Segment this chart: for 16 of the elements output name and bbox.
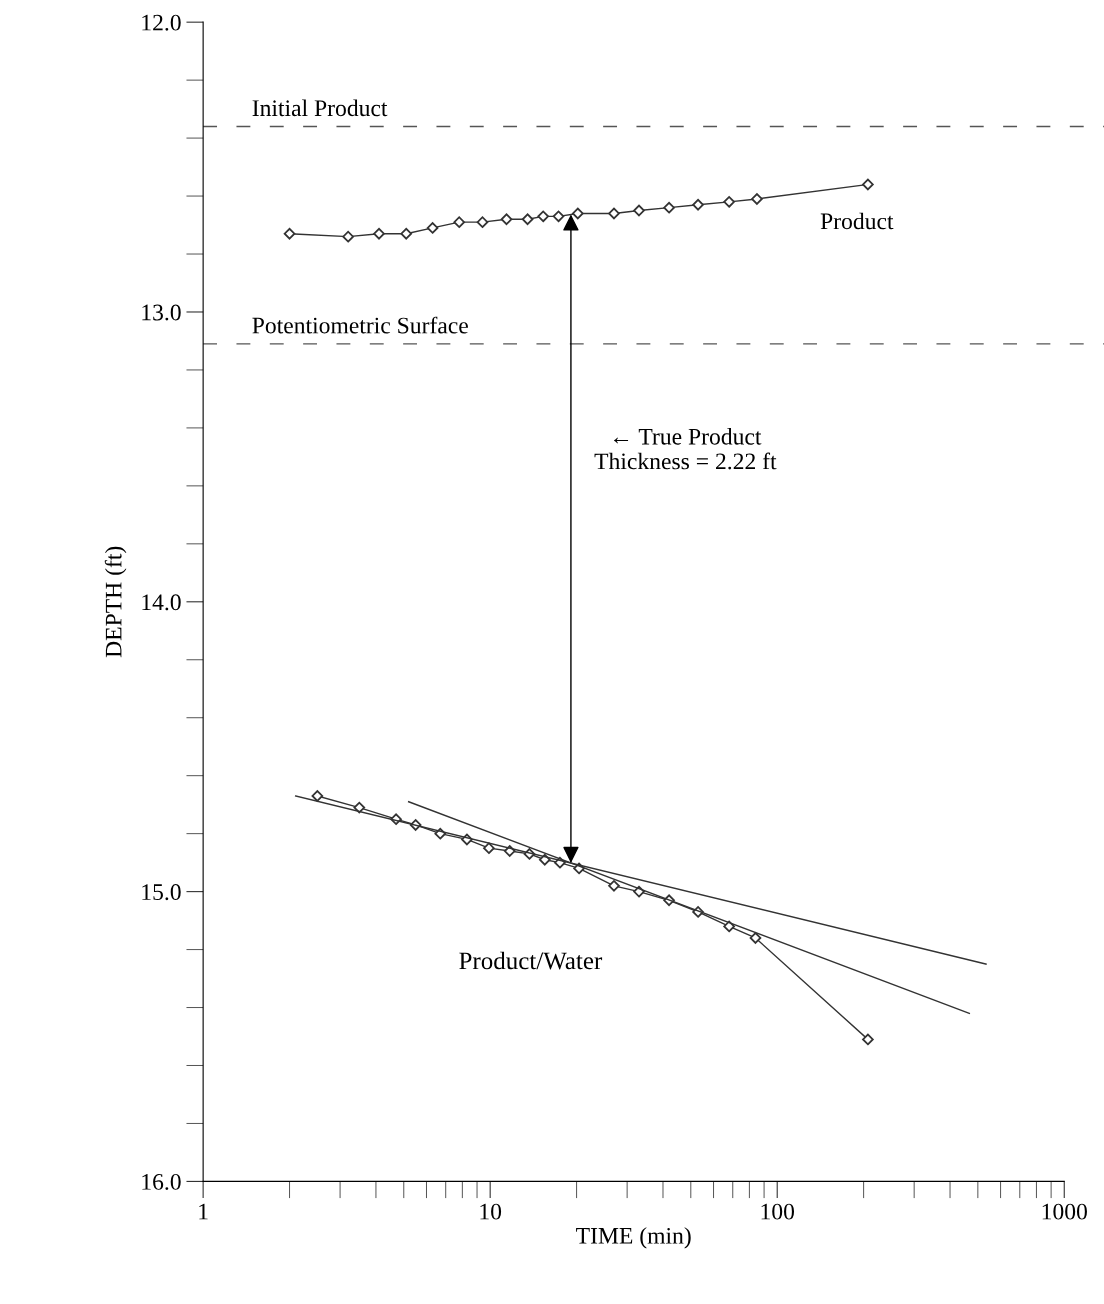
y-tick-label: 15.0 — [142, 884, 181, 901]
ref-line-label: Initial Product — [252, 99, 388, 117]
x-tick-label: 100 — [761, 1203, 795, 1220]
ref-line-label: Potentiometric Surface — [252, 316, 468, 334]
y-tick-label: 13.0 — [142, 304, 181, 321]
x-tick-label: 1000 — [1042, 1203, 1087, 1220]
x-axis-title: TIME (min) — [576, 1227, 691, 1249]
series-label: Product — [820, 212, 894, 230]
x-tick-label: 1 — [199, 1203, 208, 1220]
y-tick-label: 14.0 — [142, 594, 181, 611]
text: Product/Water — [459, 951, 603, 970]
annotation: ← True Product Thickness = 2.22 ft — [594, 428, 777, 470]
y-axis-title: DEPTH (ft) — [104, 546, 127, 658]
x-tick-label: 10 — [480, 1203, 502, 1220]
y-tick-label: 16.0 — [142, 1173, 181, 1190]
y-tick-label: 12.0 — [142, 14, 181, 31]
